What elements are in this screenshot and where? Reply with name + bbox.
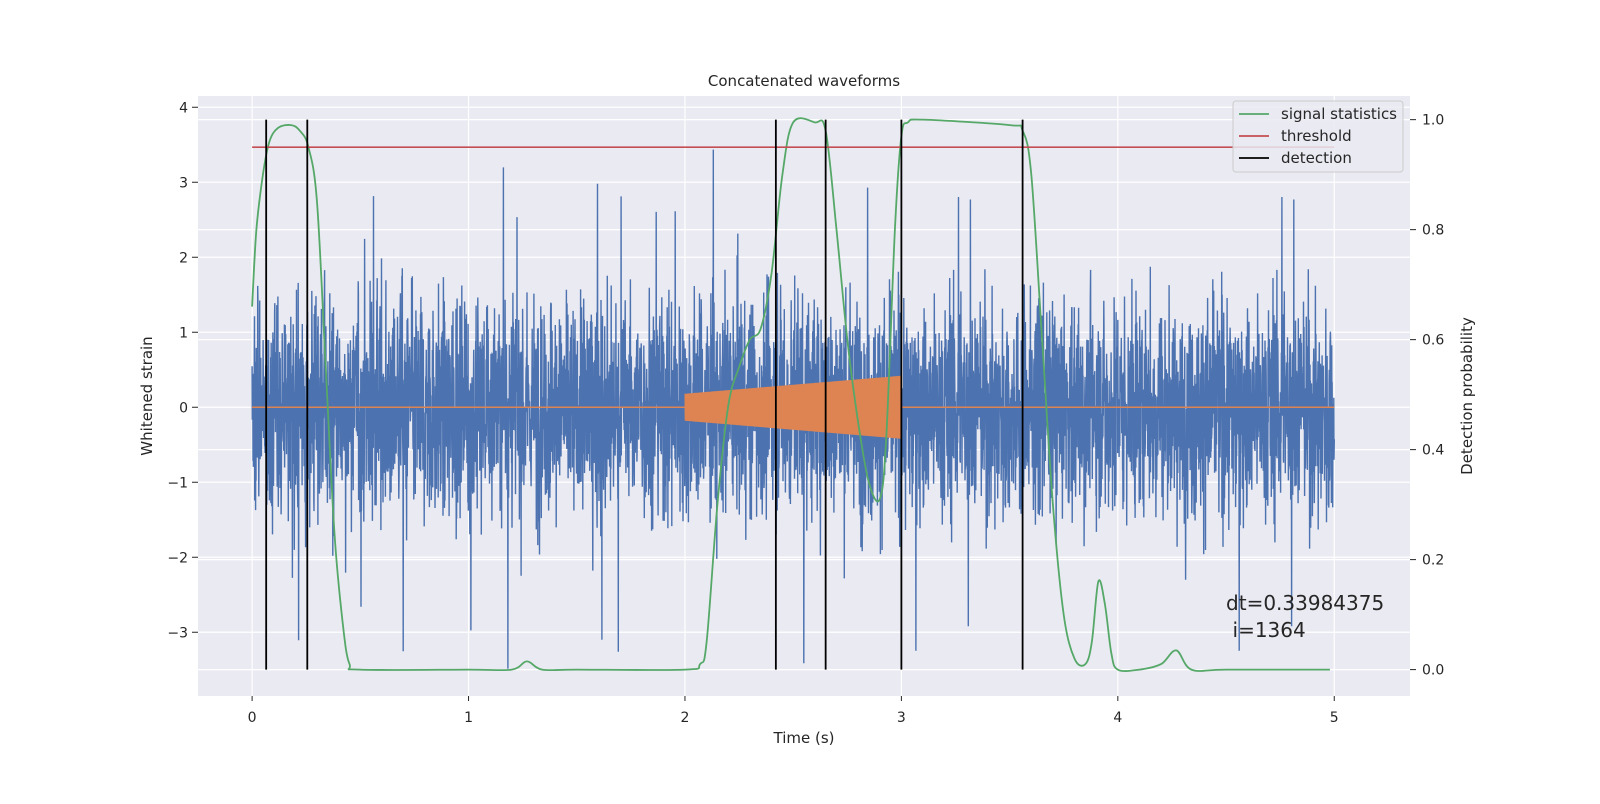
y-right-tick-label: 1.0 bbox=[1422, 113, 1444, 129]
y-right-tick-label: 0.8 bbox=[1422, 223, 1444, 239]
detection-series bbox=[265, 119, 1024, 670]
y-right-tick-label: 0.2 bbox=[1422, 553, 1444, 569]
y-right-tick-label: 0.6 bbox=[1422, 333, 1444, 349]
y-left-tick-label: 3 bbox=[179, 175, 188, 191]
x-tick-label: 2 bbox=[681, 710, 690, 726]
legend-box bbox=[1232, 100, 1404, 173]
y-left-tick-label: −3 bbox=[167, 625, 188, 641]
legend: signal statistics threshold detection bbox=[1232, 100, 1404, 173]
y-left-tick-label: 0 bbox=[179, 400, 188, 416]
axis-ticks: 0 1 2 3 4 5 −3 −2 −1 0 1 2 3 4 0.0 0.2 0.4 0.6 0.8 1.0 bbox=[167, 100, 1444, 726]
y-axis-label-right: Detection probability bbox=[1458, 317, 1476, 475]
injection-chirp bbox=[684, 375, 902, 439]
signal-statistics-series bbox=[251, 117, 1330, 672]
y-left-tick-label: 2 bbox=[179, 250, 188, 266]
x-tick-label: 3 bbox=[897, 710, 906, 726]
injection-series bbox=[252, 375, 1335, 439]
legend-entry-detection: detection bbox=[1281, 149, 1352, 167]
y-right-tick-label: 0.0 bbox=[1422, 663, 1444, 679]
x-tick-label: 4 bbox=[1113, 710, 1122, 726]
y-right-tick-label: 0.4 bbox=[1422, 443, 1444, 459]
x-tick-label: 0 bbox=[248, 710, 257, 726]
legend-entry-threshold: threshold bbox=[1281, 127, 1352, 145]
x-tick-label: 5 bbox=[1330, 710, 1339, 726]
x-tick-label: 1 bbox=[464, 710, 473, 726]
annotation-dt: dt=0.33984375 bbox=[1226, 591, 1384, 615]
signal-statistics-line bbox=[251, 117, 1330, 672]
legend-entry-signal-statistics: signal statistics bbox=[1281, 105, 1397, 123]
y-left-tick-label: 1 bbox=[179, 325, 188, 341]
y-left-tick-label: −1 bbox=[167, 475, 188, 491]
y-left-tick-label: 4 bbox=[179, 100, 188, 116]
chart-title: Concatenated waveforms bbox=[708, 72, 900, 90]
x-axis-label: Time (s) bbox=[773, 729, 835, 747]
y-left-tick-label: −2 bbox=[167, 550, 188, 566]
annotations: dt=0.33984375 i=1364 bbox=[1226, 591, 1384, 642]
annotation-i: i=1364 bbox=[1233, 618, 1306, 642]
y-axis-label-left: Whitened strain bbox=[138, 336, 156, 455]
